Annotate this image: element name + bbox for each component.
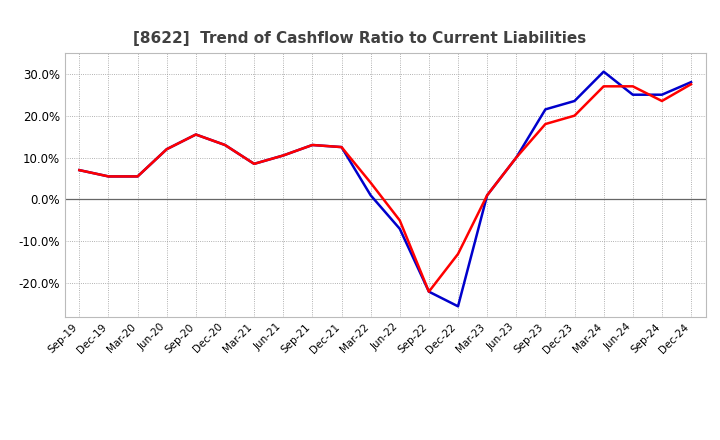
Operating CF to Current Liabilities [75, 168, 84, 173]
Operating CF to Current Liabilities [483, 193, 492, 198]
Free CF to Current Liabilities [308, 143, 317, 148]
Operating CF to Current Liabilities [250, 161, 258, 166]
Free CF to Current Liabilities [192, 132, 200, 137]
Operating CF to Current Liabilities [395, 218, 404, 223]
Free CF to Current Liabilities [220, 143, 229, 148]
Operating CF to Current Liabilities [308, 143, 317, 148]
Line: Operating CF to Current Liabilities: Operating CF to Current Liabilities [79, 84, 691, 292]
Operating CF to Current Liabilities [133, 174, 142, 179]
Free CF to Current Liabilities [337, 144, 346, 150]
Free CF to Current Liabilities [163, 147, 171, 152]
Free CF to Current Liabilities [454, 304, 462, 309]
Free CF to Current Liabilities [250, 161, 258, 166]
Free CF to Current Liabilities [512, 155, 521, 160]
Free CF to Current Liabilities [425, 289, 433, 294]
Text: [8622]  Trend of Cashflow Ratio to Current Liabilities: [8622] Trend of Cashflow Ratio to Curren… [133, 31, 587, 46]
Free CF to Current Liabilities [133, 174, 142, 179]
Free CF to Current Liabilities [657, 92, 666, 97]
Operating CF to Current Liabilities [163, 147, 171, 152]
Operating CF to Current Liabilities [104, 174, 113, 179]
Free CF to Current Liabilities [599, 69, 608, 74]
Operating CF to Current Liabilities [454, 251, 462, 257]
Operating CF to Current Liabilities [337, 144, 346, 150]
Free CF to Current Liabilities [279, 153, 287, 158]
Operating CF to Current Liabilities [541, 121, 550, 127]
Free CF to Current Liabilities [75, 168, 84, 173]
Operating CF to Current Liabilities [279, 153, 287, 158]
Operating CF to Current Liabilities [570, 113, 579, 118]
Free CF to Current Liabilities [570, 99, 579, 104]
Free CF to Current Liabilities [395, 226, 404, 231]
Free CF to Current Liabilities [104, 174, 113, 179]
Operating CF to Current Liabilities [512, 155, 521, 160]
Operating CF to Current Liabilities [192, 132, 200, 137]
Operating CF to Current Liabilities [629, 84, 637, 89]
Operating CF to Current Liabilities [687, 81, 696, 87]
Free CF to Current Liabilities [541, 107, 550, 112]
Operating CF to Current Liabilities [220, 143, 229, 148]
Operating CF to Current Liabilities [425, 289, 433, 294]
Operating CF to Current Liabilities [657, 99, 666, 104]
Operating CF to Current Liabilities [599, 84, 608, 89]
Operating CF to Current Liabilities [366, 180, 375, 185]
Free CF to Current Liabilities [483, 193, 492, 198]
Free CF to Current Liabilities [629, 92, 637, 97]
Line: Free CF to Current Liabilities: Free CF to Current Liabilities [79, 72, 691, 306]
Free CF to Current Liabilities [366, 193, 375, 198]
Free CF to Current Liabilities [687, 80, 696, 85]
